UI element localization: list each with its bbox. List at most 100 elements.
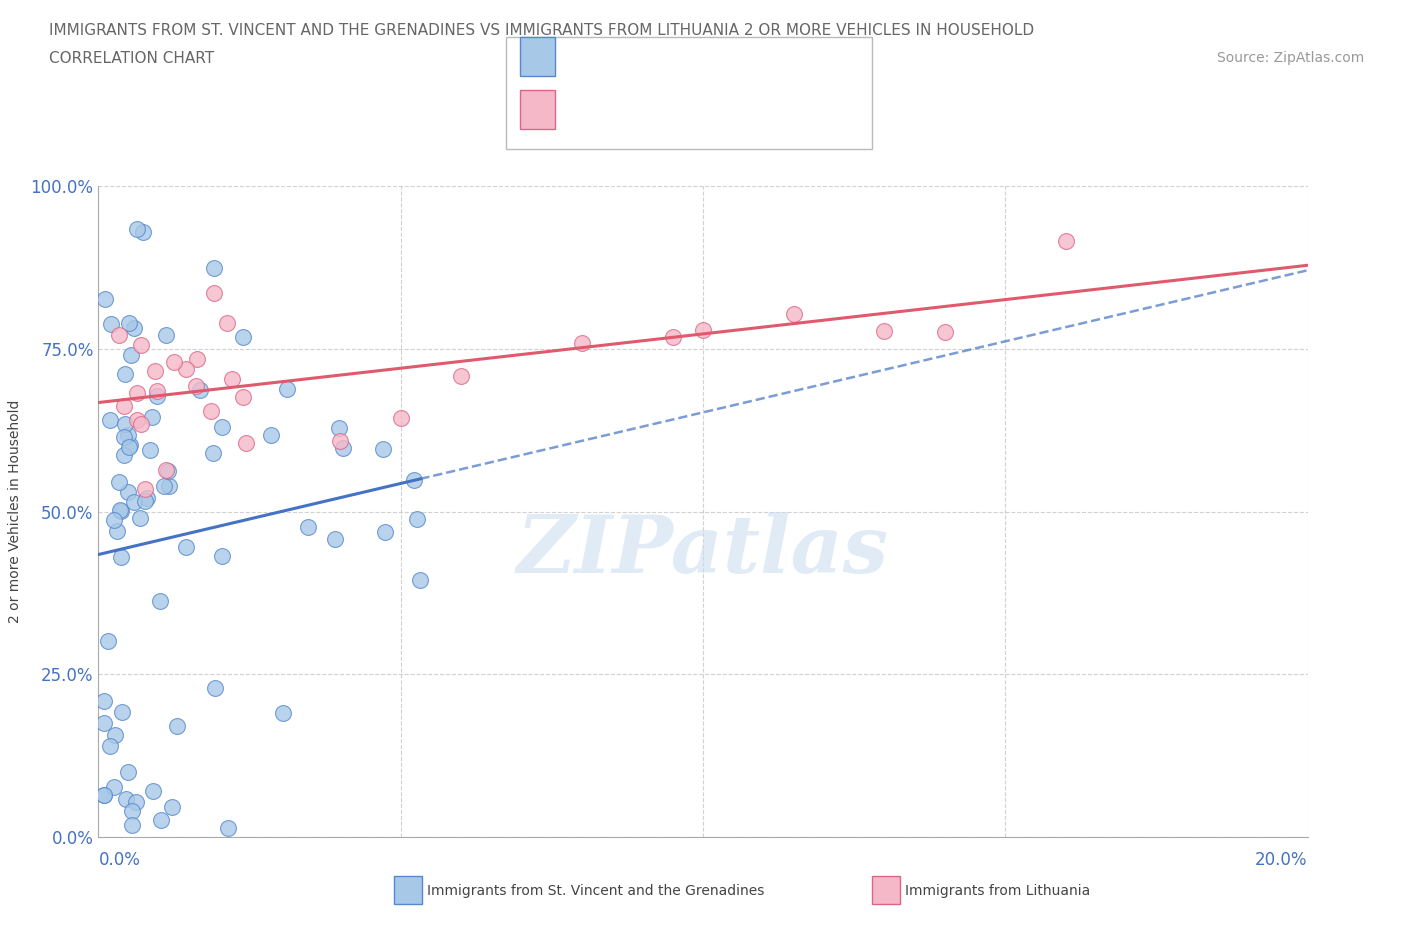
Point xyxy=(103,512,125,527)
Point xyxy=(157,479,180,494)
Point xyxy=(98,413,121,428)
Point xyxy=(114,366,136,381)
Point xyxy=(93,788,115,803)
Point xyxy=(118,315,141,330)
Point xyxy=(93,788,115,803)
Point xyxy=(692,323,714,338)
Point xyxy=(122,495,145,510)
Text: R = 0.574   N = 30: R = 0.574 N = 30 xyxy=(565,100,735,118)
Point xyxy=(297,520,319,535)
Point xyxy=(149,594,172,609)
Text: IMMIGRANTS FROM ST. VINCENT AND THE GRENADINES VS IMMIGRANTS FROM LITHUANIA 2 OR: IMMIGRANTS FROM ST. VINCENT AND THE GREN… xyxy=(49,23,1035,38)
Point xyxy=(104,727,127,742)
Point xyxy=(110,550,132,565)
Point xyxy=(1054,233,1077,248)
Point xyxy=(134,481,156,496)
Point xyxy=(571,336,593,351)
Point xyxy=(145,388,167,403)
Point xyxy=(98,738,121,753)
Point xyxy=(371,442,394,457)
Point xyxy=(112,429,135,444)
Point xyxy=(142,783,165,798)
Point xyxy=(661,329,683,344)
Point xyxy=(260,428,283,443)
Point xyxy=(217,821,239,836)
Point xyxy=(409,572,432,587)
Point xyxy=(105,524,128,538)
Point xyxy=(94,291,117,306)
Text: 0.0%: 0.0% xyxy=(98,851,141,869)
Point xyxy=(200,404,222,418)
Point xyxy=(232,330,254,345)
Point xyxy=(93,715,115,730)
Point xyxy=(136,491,159,506)
Point xyxy=(328,420,350,435)
Point xyxy=(100,317,122,332)
Point xyxy=(110,503,132,518)
Point xyxy=(157,464,180,479)
Point xyxy=(782,306,804,321)
Point xyxy=(129,417,152,432)
Point xyxy=(450,368,472,383)
Point xyxy=(129,338,152,352)
Point xyxy=(112,447,135,462)
Point xyxy=(110,704,132,719)
Point xyxy=(114,417,136,432)
Point xyxy=(120,348,142,363)
Point xyxy=(93,694,115,709)
Point xyxy=(176,362,198,377)
Point xyxy=(128,511,150,525)
Point xyxy=(271,706,294,721)
Text: Immigrants from St. Vincent and the Grenadines: Immigrants from St. Vincent and the Gren… xyxy=(427,884,765,898)
Point xyxy=(204,260,226,275)
Point xyxy=(115,791,138,806)
Point xyxy=(139,442,162,457)
Point xyxy=(121,804,143,818)
Point xyxy=(152,479,174,494)
Point xyxy=(166,719,188,734)
Point xyxy=(118,440,141,455)
Point xyxy=(389,410,412,425)
Y-axis label: 2 or more Vehicles in Household: 2 or more Vehicles in Household xyxy=(8,400,22,623)
Point xyxy=(103,779,125,794)
Point xyxy=(221,372,243,387)
Point xyxy=(211,420,233,435)
Point xyxy=(204,681,226,696)
Point xyxy=(108,475,131,490)
Point xyxy=(374,525,396,539)
Point xyxy=(176,539,198,554)
Point xyxy=(163,354,186,369)
Point xyxy=(117,485,139,499)
Text: Immigrants from Lithuania: Immigrants from Lithuania xyxy=(905,884,1091,898)
Point xyxy=(232,390,254,405)
Point xyxy=(323,531,346,546)
Text: R = 0.021   N = 73: R = 0.021 N = 73 xyxy=(565,47,735,66)
Text: CORRELATION CHART: CORRELATION CHART xyxy=(49,51,214,66)
Point xyxy=(276,381,298,396)
Point xyxy=(97,633,120,648)
Point xyxy=(217,316,239,331)
Point xyxy=(406,512,429,526)
Point xyxy=(117,427,139,442)
Point xyxy=(127,413,149,428)
Text: 20.0%: 20.0% xyxy=(1256,851,1308,869)
Point xyxy=(155,327,177,342)
Point xyxy=(329,433,352,448)
Point xyxy=(201,445,224,460)
Point xyxy=(186,379,208,394)
Point xyxy=(118,437,141,452)
Point xyxy=(122,321,145,336)
Point xyxy=(202,286,225,301)
Point xyxy=(332,441,354,456)
Point xyxy=(134,493,156,508)
Point xyxy=(934,325,956,339)
Point xyxy=(211,549,233,564)
Point xyxy=(235,435,257,450)
Point xyxy=(873,324,896,339)
Point xyxy=(127,386,149,401)
Point xyxy=(110,503,132,518)
Point xyxy=(149,813,172,828)
Text: Source: ZipAtlas.com: Source: ZipAtlas.com xyxy=(1216,51,1364,65)
Point xyxy=(112,398,135,413)
Point xyxy=(125,795,148,810)
